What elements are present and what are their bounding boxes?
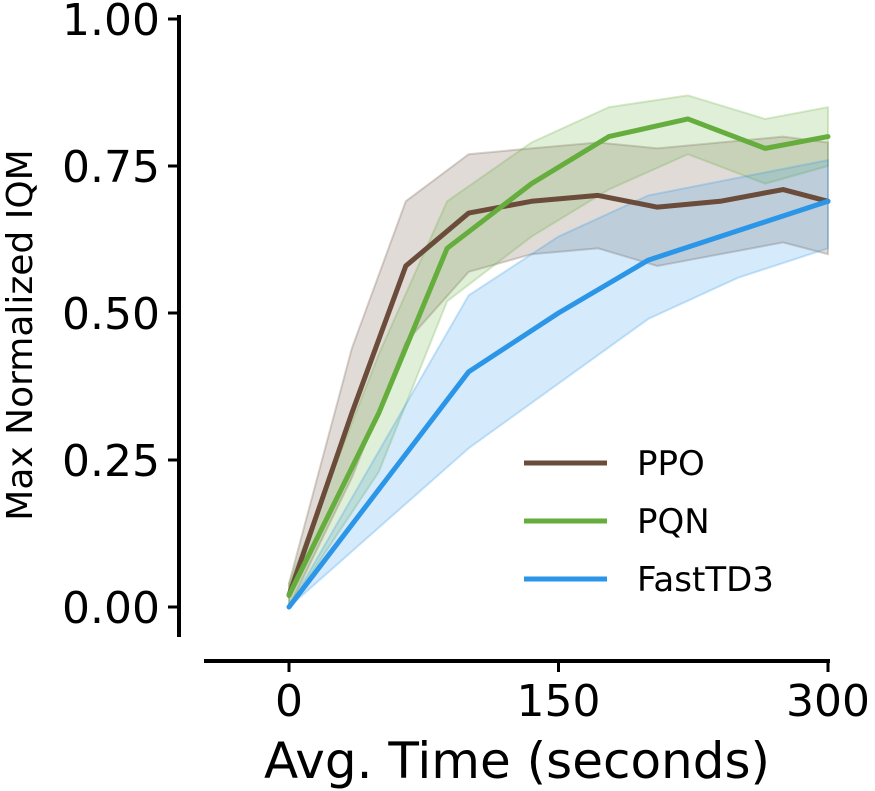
legend-label-ppo: PPO <box>637 444 705 484</box>
series-lines <box>286 116 831 610</box>
legend-label-fasttd3: FastTD3 <box>637 560 774 600</box>
x-tick-label: 150 <box>517 676 601 727</box>
y-ticks: 0.00 0.25 0.50 0.75 1.00 <box>62 0 179 634</box>
line-fasttd3 <box>286 198 831 610</box>
line-pqn <box>286 116 831 598</box>
y-tick-label: 0.25 <box>62 436 160 487</box>
y-axis-title: Max Normalized IQM <box>0 149 41 520</box>
x-tick-label: 300 <box>786 676 870 727</box>
band-ppo <box>288 135 829 608</box>
y-tick-label: 0.50 <box>62 289 160 340</box>
confidence-bands <box>288 94 829 611</box>
x-ticks: 0 150 300 <box>275 661 870 727</box>
y-tick-label: 0.75 <box>62 142 160 193</box>
y-tick-label: 0.00 <box>62 583 160 634</box>
legend-label-pqn: PQN <box>637 502 710 542</box>
y-axis: 0.00 0.25 0.50 0.75 1.00 <box>62 0 181 637</box>
legend: PPO PQN FastTD3 <box>524 444 774 600</box>
x-axis: 0 150 300 <box>204 659 870 727</box>
x-tick-label: 0 <box>275 676 303 727</box>
y-tick-label: 1.00 <box>62 0 160 46</box>
line-ppo <box>286 187 831 598</box>
x-axis-title: Avg. Time (seconds) <box>264 732 770 790</box>
band-fasttd3 <box>288 158 829 608</box>
